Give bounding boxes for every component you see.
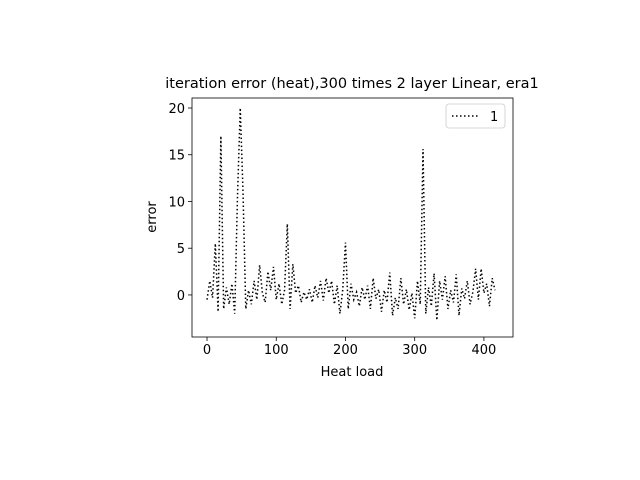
y-tick-label: 15 xyxy=(168,149,185,164)
x-tick-label: 100 xyxy=(264,343,289,358)
x-tick-label: 300 xyxy=(402,343,427,358)
y-tick-label: 0 xyxy=(177,289,185,304)
data-line xyxy=(206,107,496,321)
x-tick-label: 200 xyxy=(333,343,358,358)
plot-frame xyxy=(191,97,514,338)
x-tick-label: 400 xyxy=(472,343,497,358)
legend-label: 1 xyxy=(490,110,498,125)
x-tick-label: 0 xyxy=(203,343,211,358)
y-axis-label: error xyxy=(145,201,160,233)
x-axis-label: Heat load xyxy=(321,365,384,380)
y-tick-label: 5 xyxy=(177,242,185,257)
y-tick-label: 10 xyxy=(168,195,185,210)
y-tick-label: 20 xyxy=(168,102,185,117)
chart-title: iteration error (heat),300 times 2 layer… xyxy=(165,76,539,92)
legend-box xyxy=(445,103,506,129)
